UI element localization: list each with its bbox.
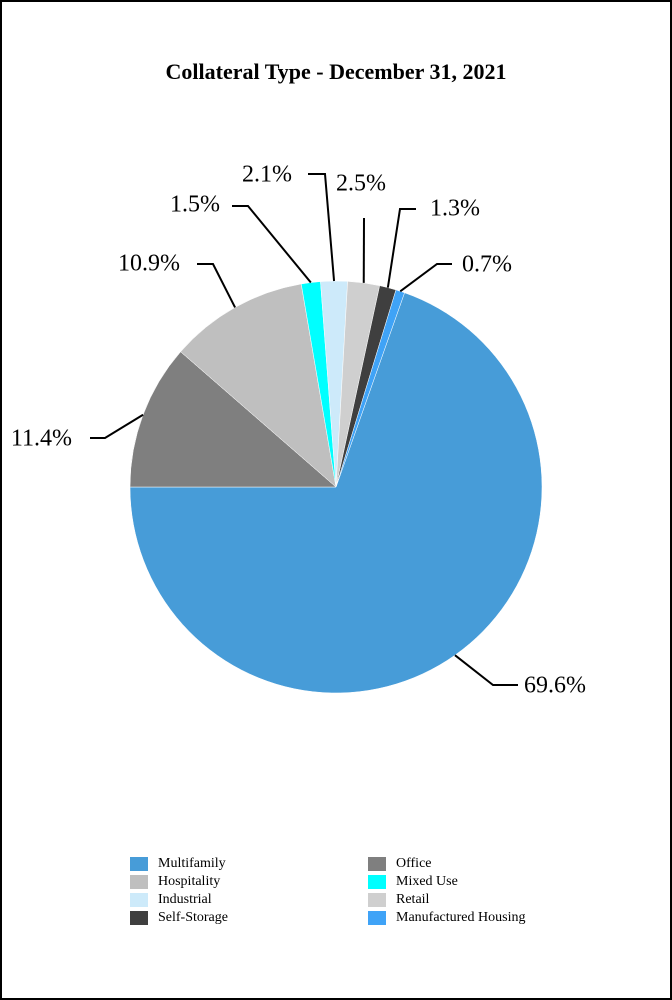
- value-label: 1.5%: [170, 192, 220, 218]
- legend-swatch: [368, 875, 386, 889]
- value-label: 10.9%: [118, 251, 180, 277]
- pie-slice: [129, 292, 543, 694]
- legend-label: Retail: [396, 892, 430, 907]
- legend-swatch: [368, 893, 386, 907]
- chart-title: Collateral Type - December 31, 2021: [166, 59, 507, 84]
- legend-swatch: [130, 893, 148, 907]
- value-label: 2.5%: [336, 171, 386, 197]
- legend-swatch: [368, 857, 386, 871]
- legend-swatch: [130, 911, 148, 925]
- leader-line: [386, 208, 416, 288]
- value-label: 2.1%: [242, 162, 292, 188]
- legend-label: Self-Storage: [158, 910, 228, 925]
- leader-line: [197, 263, 236, 308]
- legend-label: Mixed Use: [396, 874, 458, 889]
- legend-label: Hospitality: [158, 874, 220, 889]
- legend-swatch: [130, 857, 148, 871]
- leader-line: [90, 413, 144, 439]
- value-label: 0.7%: [462, 252, 512, 278]
- legend-swatch: [368, 911, 386, 925]
- pie-slice: [129, 351, 337, 488]
- value-label: 69.6%: [524, 673, 586, 699]
- leader-line: [399, 263, 452, 293]
- leader-line: [308, 173, 336, 282]
- legend-label: Office: [396, 856, 432, 871]
- value-label: 1.3%: [430, 196, 480, 222]
- legend-label: Multifamily: [158, 856, 226, 871]
- value-label: 11.4%: [11, 426, 72, 452]
- leader-line: [454, 654, 518, 686]
- legend-label: Industrial: [158, 892, 212, 907]
- leader-line: [232, 205, 312, 284]
- legend-swatch: [130, 875, 148, 889]
- pie-slice: [335, 289, 405, 488]
- legend-label: Manufactured Housing: [396, 910, 525, 925]
